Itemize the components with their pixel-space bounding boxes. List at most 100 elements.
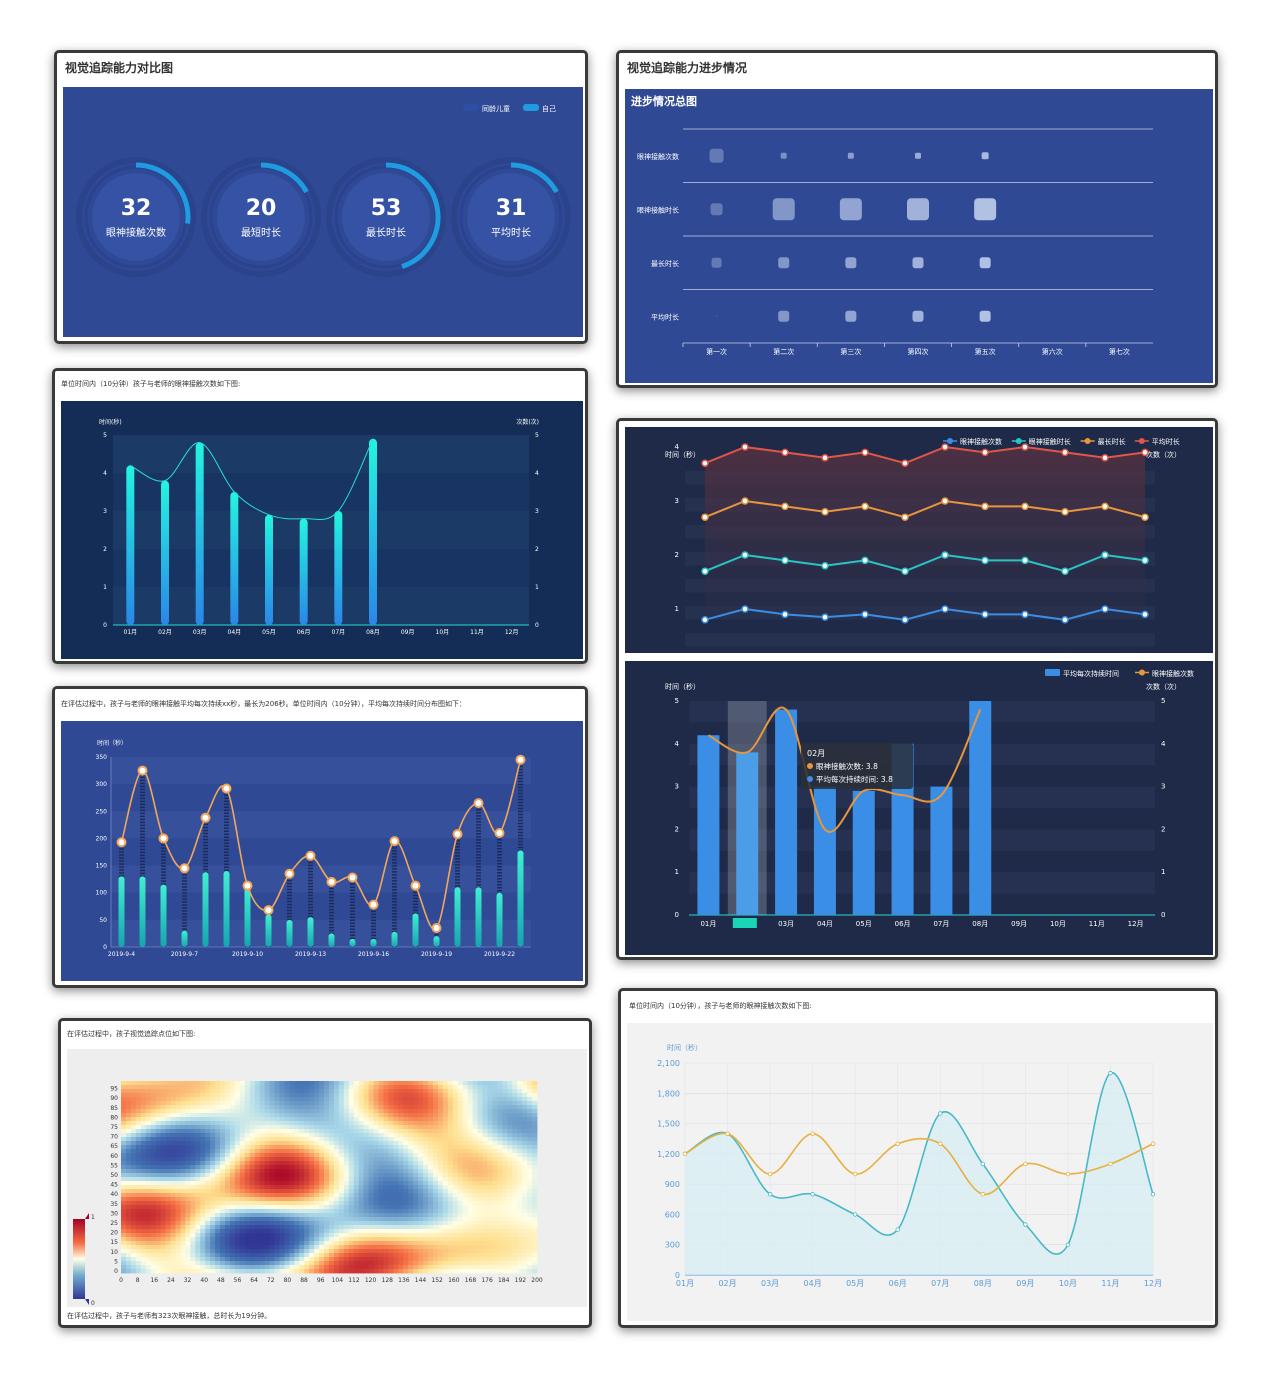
tooltip-title: 02月: [807, 749, 825, 758]
heatmap-cell: [279, 1169, 285, 1174]
heatmap-cell: [398, 1201, 404, 1206]
heatmap-cell: [195, 1153, 201, 1158]
heatmap-cell: [135, 1093, 142, 1098]
heatmap-cell: [244, 1197, 251, 1202]
heatmap-cell: [324, 1241, 330, 1246]
card5-caption-bottom: 在评估过程中，孩子与老师有323次眼神接触，总时长为19分钟。: [67, 1312, 272, 1320]
heatmap-cell: [284, 1261, 290, 1266]
heatmap-cell: [294, 1105, 300, 1110]
heatmap-cell: [517, 1217, 523, 1222]
heatmap-cell: [368, 1233, 374, 1238]
heatmap-cell: [338, 1185, 345, 1190]
heatmap-cell: [353, 1217, 360, 1222]
heatmap-cell: [428, 1165, 434, 1170]
heatmap-cell: [195, 1241, 201, 1246]
heatmap-cell: [329, 1101, 335, 1106]
heatmap-cell: [373, 1265, 379, 1270]
series-point-2-6: [941, 497, 949, 505]
heatmap-cell: [338, 1225, 345, 1230]
heatmap-cell: [294, 1125, 300, 1130]
gauge-arc-2: [385, 162, 441, 269]
heatmap-cell: [140, 1185, 147, 1190]
col-label-3: 第四次: [908, 347, 929, 356]
heatmap-cell: [121, 1173, 127, 1178]
heatmap-cell: [309, 1145, 315, 1150]
heatmap-cell: [284, 1117, 290, 1122]
heatmap-cell: [452, 1205, 459, 1210]
heatmap-cell: [393, 1205, 399, 1210]
heatmap-cell: [294, 1153, 300, 1158]
heatmap-cell: [319, 1249, 325, 1254]
heatmap-cell: [442, 1269, 449, 1274]
heatmap-cell: [487, 1165, 493, 1170]
heatmap-cell: [200, 1105, 206, 1110]
heatmap-cell: [418, 1149, 424, 1154]
heatmap-cell: [338, 1221, 345, 1226]
heatmap-cell: [140, 1165, 147, 1170]
heatmap-cell: [353, 1249, 360, 1254]
heatmap-cell: [264, 1105, 270, 1110]
heatmap-cell: [353, 1265, 360, 1270]
heatmap-cell: [532, 1249, 538, 1254]
heatmap-cell: [403, 1165, 409, 1170]
heatmap-cell: [254, 1141, 261, 1146]
heatmap-cell: [363, 1265, 370, 1270]
heatmap-cell: [145, 1221, 152, 1226]
heatmap-cell: [274, 1145, 280, 1150]
heatmap-cell: [418, 1189, 424, 1194]
heatmap-cell: [497, 1181, 503, 1186]
heatmap-cell: [304, 1185, 310, 1190]
heatmap-cell: [125, 1121, 132, 1126]
heatmap-cell: [244, 1213, 251, 1218]
line-point-1: [137, 765, 148, 776]
heatmap-cell: [160, 1177, 166, 1182]
heatmap-cell: [274, 1233, 280, 1238]
heatmap-cell: [532, 1197, 538, 1202]
heatmap-cell: [195, 1237, 201, 1242]
heatmap-cell: [190, 1185, 196, 1190]
heatmap-cell: [329, 1189, 335, 1194]
heatmap-cell: [393, 1113, 399, 1118]
gauge-track-1: [201, 157, 321, 277]
heatmap-cell: [324, 1113, 330, 1118]
heatmap-cell: [205, 1201, 211, 1206]
heatmap-cell: [502, 1169, 508, 1174]
heatmap-cell: [200, 1129, 206, 1134]
y-tick-1: 2: [675, 551, 679, 559]
heatmap-cell: [125, 1229, 132, 1234]
heatmap-cell: [442, 1157, 449, 1162]
heatmap-cell: [185, 1241, 191, 1246]
heatmap-cell: [150, 1249, 157, 1254]
heatmap-cell: [368, 1093, 374, 1098]
heatmap-cell: [145, 1201, 152, 1206]
heatmap-cell: [472, 1201, 478, 1206]
heatmap-cell: [195, 1101, 201, 1106]
heatmap-cell: [457, 1245, 464, 1250]
heatmap-cell: [527, 1237, 533, 1242]
heatmap-cell: [274, 1081, 280, 1086]
heatmap-cell: [215, 1221, 221, 1226]
heatmap-cell: [333, 1197, 340, 1202]
heatmap-cell: [329, 1233, 335, 1238]
heatmap-cell: [368, 1217, 374, 1222]
heatmap-cell: [274, 1249, 280, 1254]
heatmap-cell: [130, 1081, 137, 1086]
heatmap-cell: [398, 1249, 404, 1254]
heatmap-cell: [408, 1237, 414, 1242]
x-tick-2: 03月: [761, 1279, 779, 1288]
heatmap-cell: [190, 1085, 196, 1090]
heatmap-cell: [165, 1193, 171, 1198]
heatmap-cell: [155, 1269, 162, 1274]
heatmap-cell: [353, 1237, 360, 1242]
heatmap-cell: [383, 1133, 389, 1138]
heatmap-cell: [121, 1153, 127, 1158]
heatmap-cell: [398, 1117, 404, 1122]
heatmap-cell: [532, 1105, 538, 1110]
heatmap-cell: [125, 1209, 132, 1214]
heatmap-cell: [532, 1133, 538, 1138]
heatmap-cell: [388, 1145, 394, 1150]
heatmap-cell: [403, 1081, 409, 1086]
heatmap-cell: [244, 1181, 251, 1186]
heatmap-cell: [249, 1221, 256, 1226]
heatmap-cell: [457, 1209, 464, 1214]
